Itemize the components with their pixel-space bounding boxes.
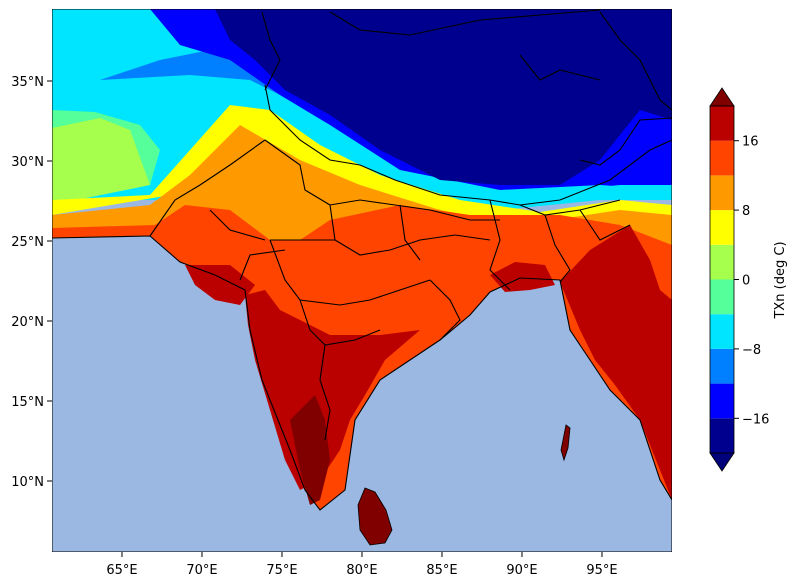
colorbar-tick-label: 0 — [742, 274, 750, 289]
lon-tick-label: 75°E — [266, 563, 297, 578]
colorbar-extend-over — [709, 87, 735, 107]
map-area — [52, 9, 672, 552]
lat-tick-label: 35°N — [11, 75, 44, 90]
sri-lanka — [357, 487, 393, 546]
colorbar-segment — [710, 175, 734, 211]
colorbar-ticks: 16 8 0 −8 −16 — [734, 135, 769, 427]
andaman-islands — [560, 424, 571, 462]
lon-tick-label: 90°E — [506, 563, 537, 578]
latitude-axis: 35°N 30°N 25°N 20°N 15°N 10°N — [11, 75, 52, 490]
band-darkred-peninsula — [245, 290, 420, 490]
colorbar-segment — [710, 279, 734, 315]
colorbar-segment — [710, 314, 734, 349]
colorbar-segment — [710, 383, 734, 419]
colorbar-segment — [710, 244, 734, 280]
colorbar-tick-label: −16 — [742, 412, 769, 427]
band-navy-tibet — [215, 9, 672, 185]
colorbar: 16 8 0 −8 −16 TXn (deg C) — [709, 87, 788, 472]
colorbar-extend-under — [709, 452, 735, 472]
longitude-axis: 65°E 70°E 75°E 80°E 85°E 90°E 95°E — [106, 552, 618, 578]
lat-tick-label: 25°N — [11, 235, 44, 250]
band-maroon-south — [290, 395, 330, 505]
lon-tick-label: 70°E — [186, 563, 217, 578]
band-cyan-himalaya — [240, 85, 672, 210]
band-yellow — [52, 105, 672, 222]
lon-tick-label: 65°E — [106, 563, 137, 578]
colorbar-segment — [710, 348, 734, 384]
lon-tick-label: 95°E — [586, 563, 617, 578]
colorbar-tick-label: −8 — [742, 343, 761, 358]
colorbar-segment — [710, 140, 734, 176]
colorbar-segment — [710, 418, 734, 453]
lon-tick-label: 85°E — [426, 563, 457, 578]
boundaries — [52, 9, 672, 511]
lon-tick-label: 80°E — [346, 563, 377, 578]
colorbar-segment — [710, 210, 734, 245]
colorbar-tick-label: 8 — [742, 204, 750, 219]
lat-tick-label: 30°N — [11, 155, 44, 170]
colorbar-label: TXn (deg C) — [773, 241, 788, 319]
colorbar-segments — [710, 106, 734, 453]
band-darkred-gujarat — [185, 265, 255, 305]
lat-tick-label: 10°N — [11, 475, 44, 490]
colorbar-segment — [710, 106, 734, 141]
colorbar-tick-label: 16 — [742, 135, 759, 150]
lat-tick-label: 15°N — [11, 395, 44, 410]
ocean-south — [52, 236, 672, 552]
lat-tick-label: 20°N — [11, 315, 44, 330]
band-darkred-east — [560, 225, 672, 500]
band-green-west — [52, 118, 150, 205]
